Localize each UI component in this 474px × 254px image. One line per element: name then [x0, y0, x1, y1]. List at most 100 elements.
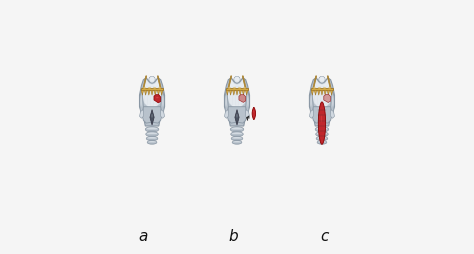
Ellipse shape: [318, 139, 326, 140]
Polygon shape: [327, 76, 331, 89]
Polygon shape: [141, 89, 163, 91]
Polygon shape: [324, 95, 331, 103]
Ellipse shape: [231, 137, 243, 141]
Ellipse shape: [238, 88, 241, 89]
Polygon shape: [310, 110, 313, 119]
Ellipse shape: [332, 96, 334, 107]
Polygon shape: [226, 89, 248, 91]
Ellipse shape: [230, 127, 244, 133]
Ellipse shape: [150, 77, 155, 82]
Polygon shape: [139, 78, 164, 126]
Polygon shape: [139, 110, 143, 119]
Ellipse shape: [244, 88, 246, 89]
Polygon shape: [312, 81, 332, 108]
Ellipse shape: [232, 133, 242, 135]
Polygon shape: [327, 91, 329, 96]
Ellipse shape: [146, 132, 158, 137]
Polygon shape: [318, 91, 320, 96]
Polygon shape: [233, 132, 241, 133]
Ellipse shape: [231, 132, 243, 137]
Ellipse shape: [146, 127, 159, 133]
Polygon shape: [225, 91, 228, 117]
Text: a: a: [138, 228, 148, 243]
Polygon shape: [148, 91, 150, 96]
Ellipse shape: [154, 88, 156, 89]
Polygon shape: [331, 91, 334, 117]
Polygon shape: [225, 110, 228, 119]
Ellipse shape: [149, 143, 155, 144]
Polygon shape: [311, 89, 333, 91]
Ellipse shape: [148, 135, 156, 136]
Polygon shape: [145, 91, 147, 96]
Ellipse shape: [310, 96, 312, 107]
Ellipse shape: [321, 114, 322, 118]
Polygon shape: [242, 91, 245, 96]
Polygon shape: [246, 91, 248, 96]
Ellipse shape: [232, 130, 242, 132]
Ellipse shape: [328, 88, 331, 89]
Ellipse shape: [318, 135, 326, 136]
Ellipse shape: [148, 88, 151, 89]
Ellipse shape: [233, 135, 241, 136]
Polygon shape: [233, 91, 235, 96]
Ellipse shape: [232, 137, 242, 139]
Ellipse shape: [233, 141, 241, 143]
Ellipse shape: [317, 130, 327, 132]
Polygon shape: [161, 91, 164, 117]
Ellipse shape: [147, 141, 157, 145]
Polygon shape: [236, 91, 238, 96]
Polygon shape: [140, 91, 143, 117]
Ellipse shape: [148, 139, 156, 140]
Ellipse shape: [317, 133, 327, 135]
Ellipse shape: [253, 111, 254, 113]
Polygon shape: [324, 95, 331, 103]
Polygon shape: [142, 81, 162, 108]
Polygon shape: [228, 76, 232, 89]
Ellipse shape: [235, 77, 239, 82]
Ellipse shape: [317, 128, 328, 130]
Polygon shape: [321, 91, 323, 96]
Polygon shape: [228, 107, 246, 124]
Text: c: c: [320, 228, 328, 243]
Polygon shape: [225, 78, 249, 126]
Ellipse shape: [146, 137, 158, 141]
Ellipse shape: [234, 143, 240, 144]
Polygon shape: [228, 81, 246, 108]
Polygon shape: [148, 132, 156, 133]
Polygon shape: [142, 107, 162, 124]
Ellipse shape: [247, 96, 249, 107]
Polygon shape: [318, 132, 326, 133]
Polygon shape: [150, 110, 154, 125]
Text: b: b: [228, 228, 238, 243]
Polygon shape: [252, 108, 255, 120]
Polygon shape: [246, 91, 249, 117]
Ellipse shape: [225, 96, 227, 107]
Ellipse shape: [228, 88, 230, 89]
Polygon shape: [157, 91, 160, 96]
Polygon shape: [239, 91, 241, 96]
Polygon shape: [331, 110, 335, 119]
Ellipse shape: [317, 141, 327, 145]
Ellipse shape: [315, 127, 328, 133]
Polygon shape: [311, 91, 313, 96]
Polygon shape: [141, 91, 144, 96]
Ellipse shape: [319, 77, 325, 84]
Ellipse shape: [156, 98, 158, 99]
Ellipse shape: [233, 139, 241, 140]
Ellipse shape: [149, 77, 155, 84]
Ellipse shape: [162, 96, 164, 107]
Polygon shape: [154, 95, 161, 103]
Polygon shape: [154, 91, 156, 96]
Ellipse shape: [147, 130, 157, 132]
Polygon shape: [235, 110, 239, 125]
Polygon shape: [242, 76, 246, 89]
Polygon shape: [226, 91, 228, 96]
Polygon shape: [314, 91, 317, 96]
Polygon shape: [239, 95, 246, 103]
Ellipse shape: [321, 116, 322, 123]
Ellipse shape: [233, 88, 236, 89]
Polygon shape: [157, 76, 161, 89]
Ellipse shape: [319, 77, 324, 82]
Polygon shape: [229, 91, 232, 96]
Polygon shape: [143, 76, 147, 89]
